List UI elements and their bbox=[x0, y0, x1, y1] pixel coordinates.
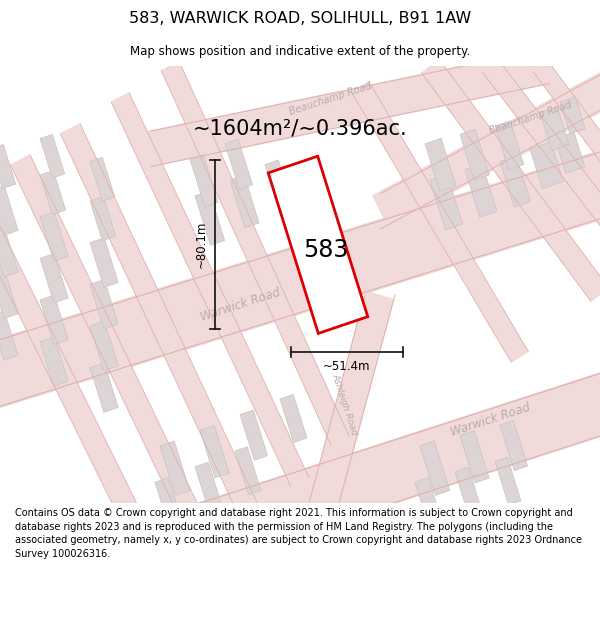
Bar bbox=[465, 164, 497, 217]
Bar bbox=[90, 363, 118, 413]
Bar bbox=[421, 59, 600, 302]
Bar bbox=[90, 279, 118, 329]
Bar bbox=[146, 48, 553, 167]
Bar bbox=[0, 228, 18, 277]
Bar bbox=[415, 478, 443, 530]
Bar bbox=[420, 441, 450, 496]
Bar bbox=[0, 269, 18, 319]
Bar bbox=[555, 132, 585, 173]
Bar bbox=[0, 144, 16, 189]
Bar bbox=[240, 410, 268, 460]
Bar bbox=[161, 61, 349, 445]
Bar bbox=[230, 176, 259, 228]
Bar bbox=[533, 60, 600, 259]
Bar bbox=[90, 238, 118, 288]
Bar bbox=[265, 160, 293, 210]
Bar bbox=[90, 196, 116, 241]
Bar bbox=[495, 121, 524, 169]
Bar bbox=[160, 441, 190, 496]
Polygon shape bbox=[268, 156, 368, 333]
Bar bbox=[460, 129, 490, 180]
Bar bbox=[430, 174, 463, 230]
Bar bbox=[10, 154, 210, 539]
Bar bbox=[235, 447, 261, 494]
Bar bbox=[200, 426, 229, 478]
Bar bbox=[40, 134, 65, 178]
Bar bbox=[90, 158, 115, 201]
Bar bbox=[195, 462, 223, 512]
Text: ~80.1m: ~80.1m bbox=[195, 221, 208, 269]
Bar bbox=[111, 92, 309, 487]
Bar bbox=[40, 337, 68, 386]
Text: Beauchamp Road: Beauchamp Road bbox=[487, 99, 572, 136]
Bar bbox=[460, 431, 489, 483]
Bar bbox=[0, 186, 18, 235]
Bar bbox=[0, 138, 600, 421]
Bar bbox=[280, 394, 307, 442]
Text: Map shows position and indicative extent of the property.: Map shows position and indicative extent… bbox=[130, 45, 470, 58]
Text: Contains OS data © Crown copyright and database right 2021. This information is : Contains OS data © Crown copyright and d… bbox=[15, 508, 582, 559]
Bar bbox=[225, 139, 253, 189]
Text: Ashleigh Road: Ashleigh Road bbox=[331, 372, 359, 436]
Bar bbox=[560, 97, 585, 134]
Text: ~51.4m: ~51.4m bbox=[323, 361, 371, 373]
Text: Beauchamp Road: Beauchamp Road bbox=[287, 81, 373, 117]
Bar bbox=[40, 171, 65, 214]
Bar bbox=[500, 421, 527, 471]
Text: Warwick Road: Warwick Road bbox=[448, 401, 532, 439]
Bar bbox=[191, 359, 600, 564]
Bar bbox=[60, 123, 260, 519]
Bar bbox=[0, 186, 160, 561]
Bar bbox=[0, 311, 18, 360]
Bar bbox=[90, 321, 118, 371]
Bar bbox=[425, 138, 456, 191]
Bar bbox=[190, 155, 218, 207]
Bar bbox=[40, 295, 68, 344]
Bar bbox=[40, 254, 68, 303]
Bar bbox=[352, 81, 529, 362]
Text: ~1604m²/~0.396ac.: ~1604m²/~0.396ac. bbox=[193, 118, 407, 138]
Bar bbox=[40, 212, 68, 261]
Bar bbox=[195, 191, 225, 246]
Bar bbox=[372, 49, 600, 227]
Text: 583: 583 bbox=[304, 238, 349, 262]
Bar bbox=[495, 458, 521, 505]
Text: 583, WARWICK ROAD, SOLIHULL, B91 1AW: 583, WARWICK ROAD, SOLIHULL, B91 1AW bbox=[129, 11, 471, 26]
Bar bbox=[482, 59, 600, 281]
Bar bbox=[455, 468, 482, 518]
Bar bbox=[296, 291, 394, 559]
Bar bbox=[530, 142, 563, 189]
Bar bbox=[155, 478, 183, 530]
Text: Warwick Road: Warwick Road bbox=[199, 286, 281, 324]
Bar bbox=[500, 156, 530, 207]
Bar bbox=[540, 107, 569, 150]
